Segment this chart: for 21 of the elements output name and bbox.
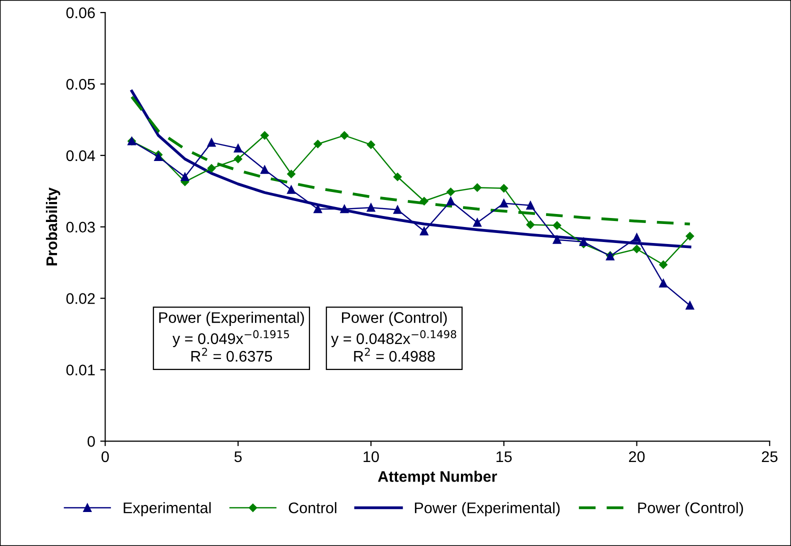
y-tick-label: 0.01	[66, 364, 95, 376]
y-tick-label: 0.03	[66, 222, 95, 233]
y-axis-title: Probability	[46, 187, 60, 266]
y-tick-label: 0.02	[66, 293, 95, 304]
x-axis-title: Attempt Number	[378, 470, 498, 485]
y-tick-label: 0	[88, 436, 95, 447]
text: Power (Control) y = 0.0482x$^{−0.1498}$ R$^{2}$ = 0.4988	[331, 312, 456, 362]
x-tick-label: 5	[234, 451, 242, 462]
legend-label: Power (Experimental)	[414, 502, 560, 516]
y-tick-label: 0.05	[66, 78, 95, 90]
x-tick-label: 0	[102, 451, 109, 462]
x-tick-label: 25	[762, 451, 778, 462]
y-tick-label: 0.04	[66, 150, 96, 162]
text: Power (Experimental) y = 0.049x$^{−0.1915}$ R$^{2}$ = 0.6375	[159, 312, 304, 362]
x-tick-label: 20	[629, 451, 645, 462]
y-tick-label: 0.06	[66, 7, 95, 18]
legend-label: Power (Control)	[638, 502, 743, 516]
x-tick-label: 10	[364, 451, 379, 462]
legend-label: Experimental	[124, 502, 211, 516]
x-tick-label: 15	[496, 451, 512, 462]
legend-label: Control	[288, 502, 336, 514]
